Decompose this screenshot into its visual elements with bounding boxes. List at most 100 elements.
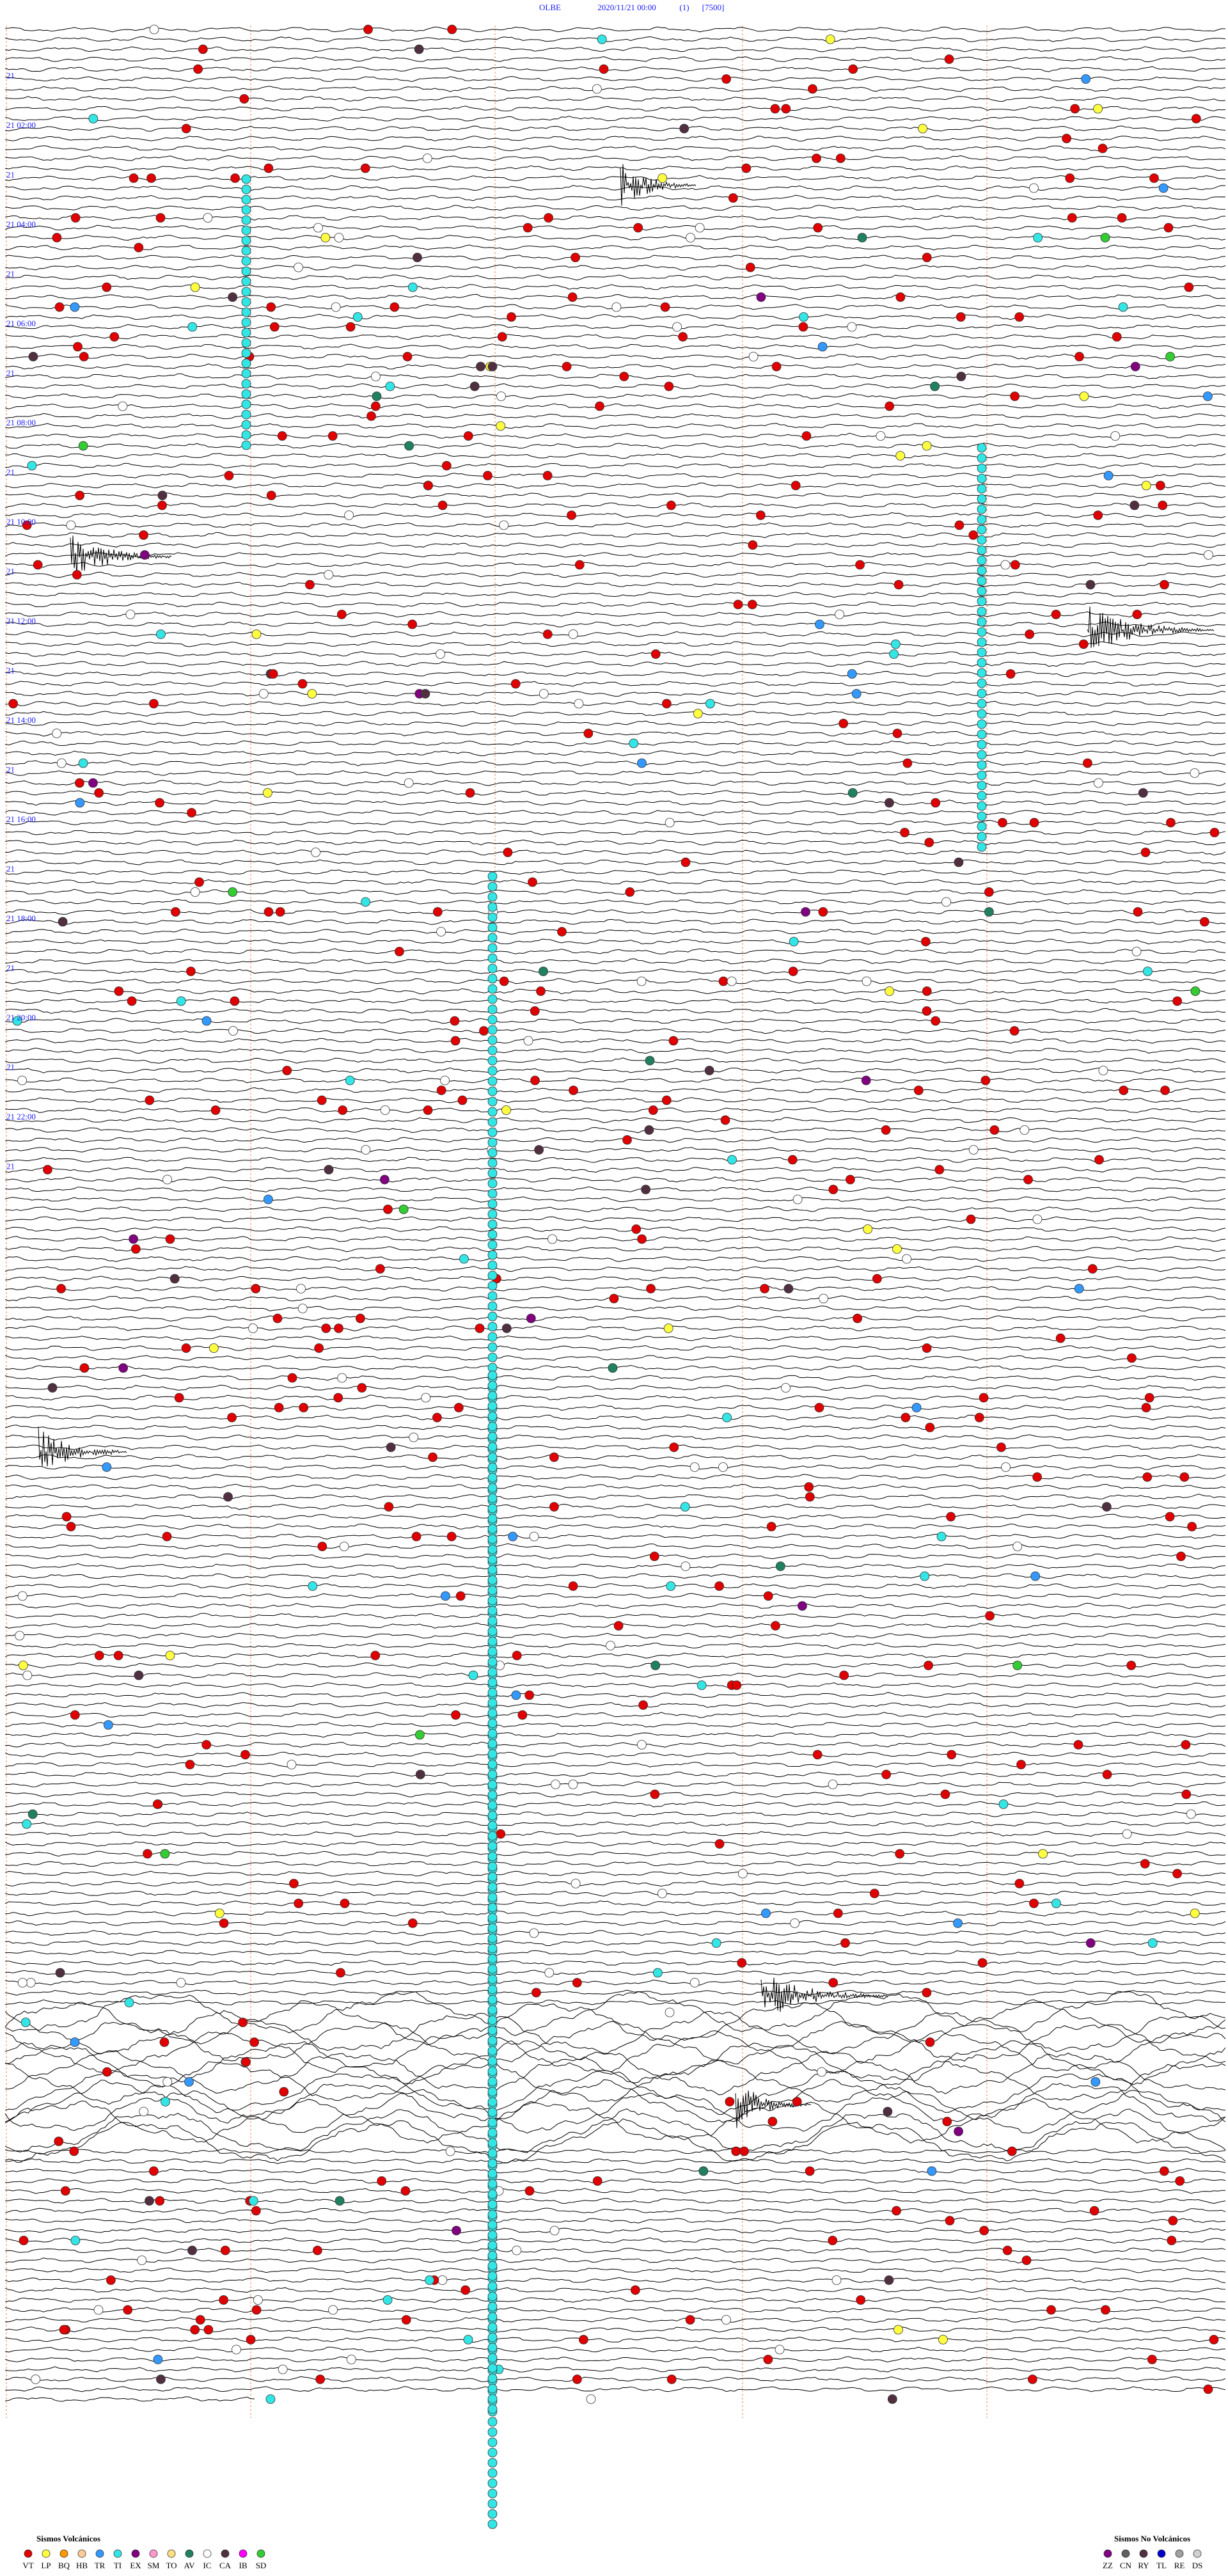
event-dot: [645, 1055, 655, 1066]
event-dot: [1140, 848, 1151, 857]
event-dot: [788, 967, 798, 976]
event-dot: [487, 2437, 498, 2447]
event-dot: [379, 1174, 390, 1185]
event-markers: [8, 24, 1220, 2529]
event-dot: [487, 2230, 498, 2240]
event-dot: [1190, 1908, 1200, 1918]
trace: [4, 700, 1226, 707]
event-dot: [661, 699, 672, 709]
trace: [4, 443, 1226, 449]
event-dot: [977, 739, 987, 750]
event-dot: [487, 1667, 498, 1677]
event-dot: [487, 1872, 498, 1882]
trace: [4, 1831, 1226, 1837]
event-dot: [52, 233, 62, 242]
event-dot: [241, 409, 251, 420]
event-dot: [815, 619, 824, 629]
event-dot: [592, 2176, 602, 2186]
event-dot: [227, 1412, 237, 1423]
event-dot: [70, 302, 80, 312]
trace: [4, 473, 1226, 479]
event-dot: [241, 328, 251, 338]
event-dot: [262, 788, 272, 798]
event-dot: [106, 2275, 116, 2285]
legend-code: BQ: [58, 2561, 70, 2570]
trace: [4, 1166, 1226, 1173]
event-dot: [219, 2295, 228, 2305]
event-dot: [1181, 1789, 1192, 1799]
event-dot: [314, 1343, 324, 1353]
event-dot: [487, 1534, 498, 1544]
event-dot: [922, 986, 932, 996]
event-dot: [311, 848, 320, 857]
event-dot: [476, 361, 485, 372]
trace: [4, 1841, 1226, 1847]
event-dot: [648, 1105, 658, 1115]
event-dot: [1087, 1264, 1098, 1274]
event-dot: [650, 1661, 661, 1670]
event-dot: [487, 2499, 498, 2509]
burst: [38, 1426, 127, 1467]
trace: [4, 1910, 1226, 1916]
event-dot: [487, 1892, 498, 1902]
legend-marker: [1175, 2549, 1184, 2558]
event-dot: [539, 967, 548, 976]
event-dot: [542, 629, 553, 639]
event-dot: [846, 1174, 855, 1185]
event-dot: [840, 1938, 850, 1948]
event-dot: [487, 1391, 498, 1401]
event-dot: [922, 1006, 932, 1016]
event-dot: [487, 1933, 498, 1943]
trace: [4, 1067, 1226, 1074]
event-dot: [503, 848, 513, 857]
event-dot: [977, 545, 987, 555]
trace: [4, 978, 1226, 984]
event-dot: [17, 1978, 28, 1987]
event-dot: [968, 530, 979, 540]
event-dot: [801, 431, 812, 441]
event-dot: [1190, 986, 1200, 996]
event-dot: [572, 2375, 582, 2384]
event-dot: [143, 1849, 152, 1859]
event-dot: [1158, 183, 1169, 193]
event-dot: [501, 1105, 511, 1115]
event-dot: [487, 1178, 498, 1189]
event-dot: [968, 1145, 979, 1155]
trace: [4, 1821, 1226, 1828]
event-dot: [557, 927, 567, 936]
event-dot: [487, 1260, 498, 1270]
event-dot: [241, 430, 251, 440]
event-dot: [265, 2394, 276, 2404]
event-dot: [308, 1581, 318, 1591]
trace: [4, 1375, 1226, 1381]
event-dot: [230, 996, 240, 1006]
trace: [5, 562, 1226, 568]
event-dot: [487, 1240, 498, 1250]
trace: [4, 324, 1226, 330]
trace: [4, 1196, 1226, 1203]
trace: [4, 1991, 1226, 2036]
trace: [4, 1989, 1226, 1996]
event-dot: [251, 1284, 261, 1293]
event-dot: [812, 154, 821, 163]
event-dot: [1181, 1740, 1191, 1750]
event-dot: [853, 1313, 863, 1324]
event-dot: [781, 104, 791, 114]
event-dot: [697, 1680, 707, 1690]
trace: [4, 1434, 1226, 1441]
event-dot: [985, 1611, 995, 1621]
trace: [4, 2316, 1226, 2323]
event-dot: [977, 668, 987, 678]
hour-labels: 21 02:00 21 04:00 21 06:00 21 08:00 21 10:00…: [6, 70, 36, 1171]
trace: [4, 512, 1226, 519]
event-dot: [705, 699, 715, 709]
trace: [4, 1444, 1226, 1451]
event-dot: [487, 2291, 498, 2302]
event-dot: [848, 64, 858, 74]
event-dot: [1032, 1214, 1043, 1224]
event-dot: [487, 1432, 498, 1442]
event-dot: [487, 1575, 498, 1585]
event-dot: [501, 1324, 512, 1333]
event-dot: [741, 163, 752, 173]
event-dot: [979, 2225, 989, 2236]
